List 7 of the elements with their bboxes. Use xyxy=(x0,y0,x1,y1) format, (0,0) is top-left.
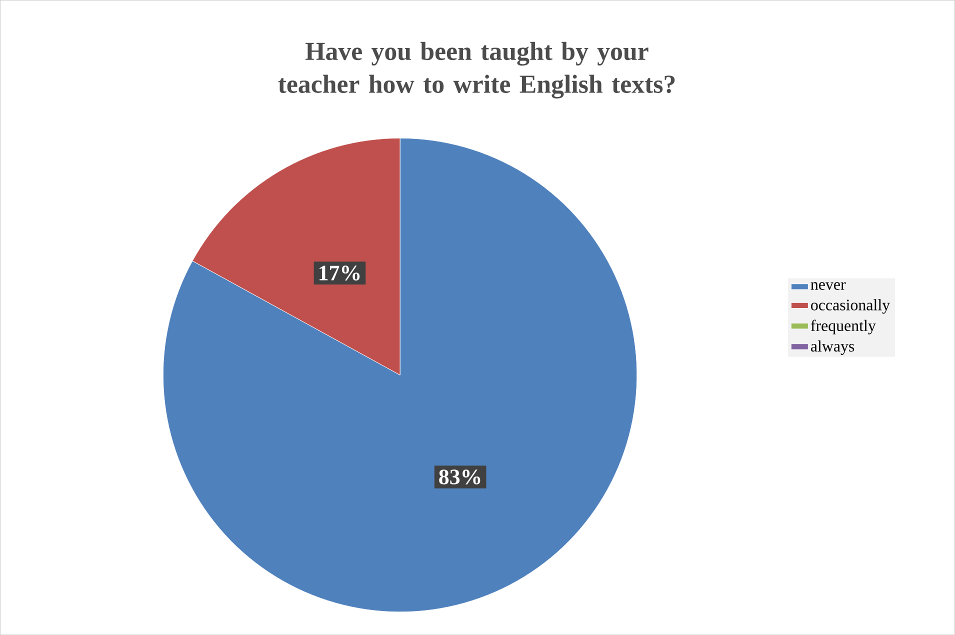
legend-label: occasionally xyxy=(811,299,890,314)
chart-title: Have you been taught by your teacher how to write English texts? xyxy=(278,42,675,98)
legend-label: never xyxy=(810,282,846,290)
data-label: 83% xyxy=(439,470,480,484)
legend-label: frequently xyxy=(810,320,876,334)
legend-label: always xyxy=(810,340,854,355)
data-label: 17% xyxy=(320,266,360,280)
